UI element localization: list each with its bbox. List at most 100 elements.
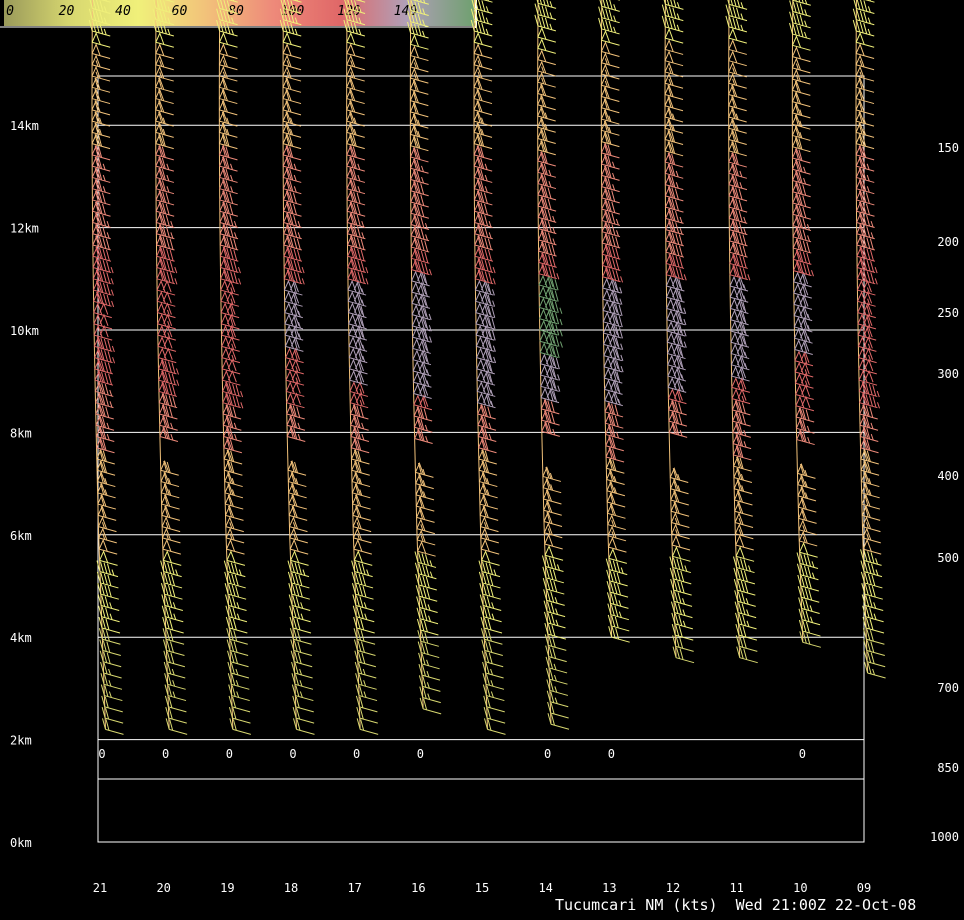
wind-barb bbox=[480, 616, 503, 634]
wind-barb bbox=[480, 516, 499, 533]
wind-barb bbox=[735, 534, 754, 551]
wind-barb bbox=[292, 706, 315, 724]
wind-barb bbox=[733, 467, 753, 483]
wind-barb bbox=[413, 383, 432, 399]
wind-barb bbox=[606, 592, 629, 609]
wind-barb bbox=[478, 437, 497, 454]
wind-barb bbox=[100, 661, 122, 679]
wind-barb bbox=[545, 668, 568, 685]
wind-barb bbox=[728, 230, 748, 247]
wind-barb bbox=[411, 281, 430, 298]
wind-barb bbox=[546, 690, 569, 708]
wind-barb bbox=[474, 234, 493, 251]
wind-barb bbox=[537, 184, 557, 201]
wind-barb bbox=[162, 550, 182, 566]
wind-barb bbox=[537, 161, 557, 178]
wind-barb bbox=[796, 552, 819, 569]
wind-barb bbox=[155, 167, 175, 183]
wind-barb bbox=[409, 79, 429, 95]
wind-barb bbox=[601, 165, 620, 181]
wind-barb bbox=[92, 200, 111, 217]
wind-barb bbox=[730, 309, 749, 326]
wind-barb bbox=[855, 122, 875, 138]
wind-barb bbox=[223, 560, 246, 578]
wind-barb bbox=[412, 326, 433, 343]
wind-barb bbox=[353, 628, 376, 645]
wind-barb bbox=[603, 322, 623, 339]
wind-barb bbox=[160, 571, 183, 589]
wind-barb bbox=[860, 471, 880, 488]
wind-barb bbox=[155, 54, 174, 71]
wind-barb bbox=[354, 650, 376, 668]
wind-barb bbox=[352, 605, 375, 623]
wind-barb bbox=[91, 31, 111, 48]
wind-barb bbox=[346, 99, 365, 116]
wind-barb bbox=[856, 200, 875, 217]
wind-barb bbox=[474, 268, 496, 285]
wind-barb bbox=[346, 88, 365, 105]
wind-barb bbox=[346, 178, 366, 195]
wind-barb bbox=[481, 650, 504, 668]
wind-barb bbox=[480, 628, 503, 645]
station-title: Tucumcari NM (kts) bbox=[555, 896, 718, 914]
wind-barb bbox=[95, 403, 114, 420]
wind-barb bbox=[856, 279, 876, 296]
colorbar-label: 140 bbox=[394, 4, 418, 19]
wind-barb bbox=[855, 99, 875, 116]
wind-barb bbox=[412, 338, 431, 354]
wind-barb bbox=[473, 133, 493, 150]
wind-barb bbox=[155, 144, 174, 161]
wind-barb bbox=[729, 275, 749, 292]
wind-barb bbox=[216, 8, 238, 26]
wind-barb bbox=[221, 324, 240, 341]
wind-barb bbox=[793, 294, 813, 310]
wind-barb bbox=[856, 245, 876, 262]
wind-barb bbox=[478, 459, 498, 476]
wind-barb bbox=[156, 257, 178, 274]
wind-barb bbox=[862, 527, 881, 544]
wind-barb bbox=[91, 155, 111, 172]
wind-barb bbox=[409, 67, 429, 84]
wind-barb bbox=[356, 706, 378, 724]
wind-barb bbox=[542, 566, 565, 584]
wind-barb bbox=[284, 324, 304, 341]
wind-barb bbox=[666, 320, 687, 337]
wind-barb bbox=[539, 342, 560, 359]
wind-barb bbox=[346, 155, 365, 172]
wind-barb bbox=[92, 245, 112, 262]
wind-barb bbox=[852, 8, 875, 26]
wind-barb bbox=[671, 523, 690, 540]
wind-barb bbox=[478, 560, 501, 578]
pressure-tick-label: 700 bbox=[937, 681, 959, 695]
wind-barb bbox=[164, 673, 186, 690]
wind-barb bbox=[98, 538, 118, 555]
wind-barb bbox=[855, 144, 875, 161]
wind-barb bbox=[92, 212, 111, 228]
wind-barb bbox=[347, 257, 369, 274]
wind-barb bbox=[155, 31, 174, 48]
wind-barb bbox=[664, 151, 684, 168]
wind-barb bbox=[856, 268, 878, 285]
wind-barb bbox=[346, 223, 366, 240]
wind-barb bbox=[99, 550, 118, 566]
wind-barb bbox=[862, 516, 881, 533]
wind-barb bbox=[539, 330, 563, 348]
height-tick-label: 12km bbox=[10, 222, 39, 236]
wind-barb bbox=[798, 608, 821, 626]
wind-barb bbox=[858, 358, 877, 375]
wind-barb bbox=[598, 17, 620, 35]
wind-barb bbox=[671, 545, 691, 562]
wind-barb bbox=[476, 381, 496, 397]
wind-barb bbox=[355, 695, 378, 713]
height-tick-label: 2km bbox=[10, 734, 32, 748]
wind-barb bbox=[221, 369, 241, 386]
time-tick-label: 12 bbox=[666, 881, 680, 895]
wind-barb bbox=[603, 345, 624, 362]
wind-barb bbox=[285, 381, 305, 397]
wind-barb bbox=[858, 369, 878, 386]
wind-barb bbox=[219, 167, 238, 183]
wind-barb bbox=[161, 527, 181, 544]
wind-barb bbox=[861, 505, 881, 521]
wind-barb bbox=[537, 105, 556, 122]
wind-barb bbox=[346, 167, 366, 183]
